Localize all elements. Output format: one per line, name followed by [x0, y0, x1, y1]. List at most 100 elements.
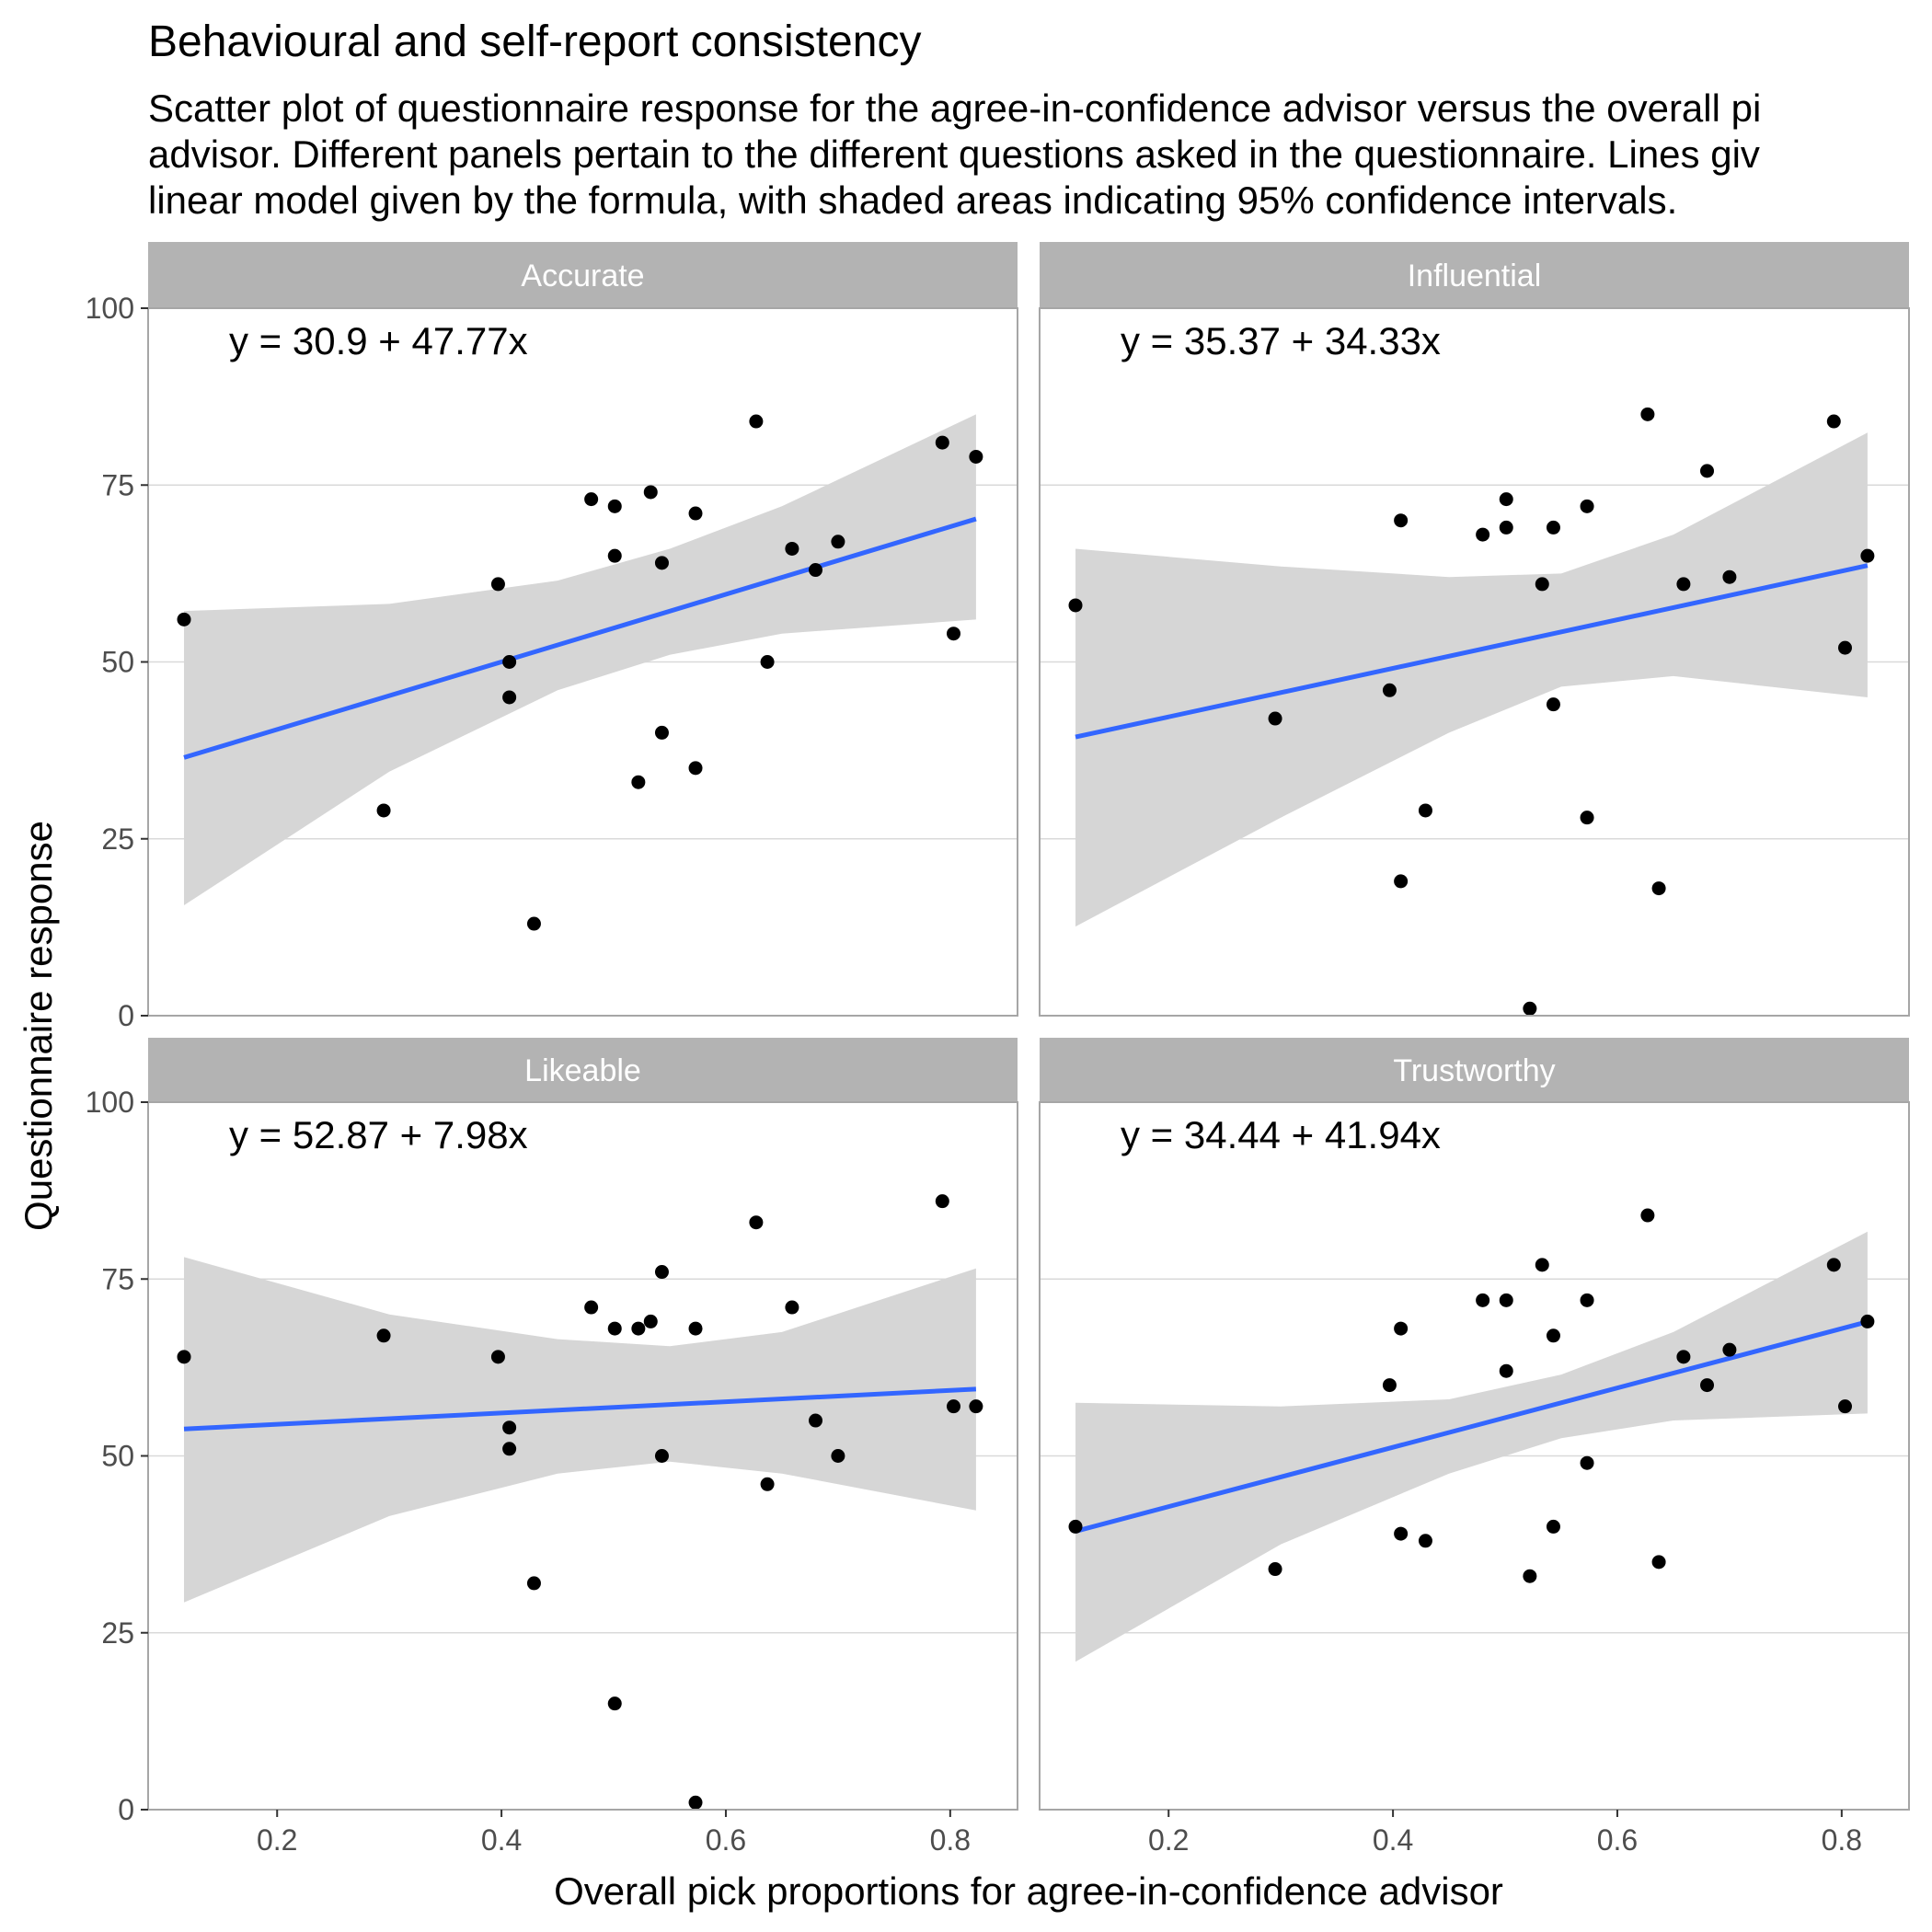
- facet-label: Trustworthy: [1393, 1053, 1555, 1088]
- data-point: [584, 492, 599, 507]
- y-tick-label: 25: [101, 822, 134, 856]
- x-tick-label: 0.2: [257, 1823, 297, 1857]
- data-point: [631, 775, 646, 789]
- data-point: [760, 1477, 775, 1491]
- data-point: [946, 627, 960, 641]
- data-point: [1722, 1342, 1737, 1357]
- data-point: [502, 1442, 517, 1456]
- data-point: [526, 916, 541, 931]
- equation-label: y = 30.9 + 47.77x: [229, 319, 528, 362]
- data-point: [1499, 1363, 1513, 1378]
- data-point: [643, 1314, 658, 1328]
- data-point: [1382, 683, 1397, 697]
- data-point: [1268, 711, 1282, 726]
- x-tick-label: 0.2: [1148, 1823, 1189, 1857]
- subtitle-line: Scatter plot of questionnaire response f…: [148, 86, 1762, 130]
- data-point: [1676, 577, 1691, 592]
- data-point: [526, 1576, 541, 1591]
- data-point: [177, 612, 191, 627]
- equation-label: y = 35.37 + 34.33x: [1121, 319, 1441, 362]
- equation-label: y = 52.87 + 7.98x: [229, 1113, 528, 1156]
- data-point: [1523, 1001, 1537, 1016]
- data-point: [607, 1696, 622, 1711]
- data-point: [376, 803, 391, 818]
- data-point: [1837, 640, 1852, 655]
- data-point: [831, 1449, 845, 1463]
- data-point: [1546, 1519, 1560, 1534]
- y-tick-label: 25: [101, 1616, 134, 1650]
- data-point: [1640, 407, 1655, 421]
- data-point: [969, 1399, 983, 1414]
- data-point: [1700, 1378, 1715, 1393]
- data-point: [631, 1321, 646, 1336]
- panel-border: [1039, 1101, 1910, 1811]
- data-point: [1580, 499, 1594, 513]
- confidence-band: [1075, 1231, 1868, 1662]
- data-point: [1826, 1258, 1841, 1272]
- data-point: [502, 1420, 517, 1435]
- data-point: [1676, 1350, 1691, 1364]
- data-point: [1068, 1519, 1083, 1534]
- data-point: [1535, 1258, 1549, 1272]
- x-tick-label: 0.8: [1822, 1823, 1862, 1857]
- data-point: [1523, 1569, 1537, 1583]
- data-point: [760, 655, 775, 669]
- data-point: [1640, 1208, 1655, 1223]
- data-point: [749, 414, 764, 429]
- data-point: [785, 541, 799, 556]
- y-tick-label: 0: [118, 1793, 134, 1826]
- data-point: [749, 1215, 764, 1230]
- data-point: [935, 1194, 949, 1209]
- facet-strip: [1040, 1038, 1909, 1102]
- x-tick-label: 0.6: [1597, 1823, 1638, 1857]
- data-point: [688, 761, 703, 776]
- data-point: [946, 1399, 960, 1414]
- data-point: [1394, 874, 1409, 889]
- data-point: [935, 435, 949, 450]
- data-point: [1535, 577, 1549, 592]
- y-tick-label: 75: [101, 468, 134, 501]
- data-point: [1394, 1321, 1409, 1336]
- regression-line: [183, 516, 977, 760]
- data-point: [584, 1300, 599, 1315]
- data-point: [1418, 803, 1432, 818]
- facet-strip: [148, 242, 1018, 308]
- data-point: [654, 556, 669, 570]
- x-tick-label: 0.4: [1373, 1823, 1413, 1857]
- data-point: [1268, 1562, 1282, 1577]
- confidence-band: [184, 414, 976, 905]
- data-point: [490, 1350, 505, 1364]
- regression-line: [1075, 563, 1869, 740]
- data-point: [654, 1449, 669, 1463]
- data-point: [1418, 1534, 1432, 1548]
- data-point: [688, 1795, 703, 1810]
- data-point: [831, 535, 845, 549]
- data-point: [607, 1321, 622, 1336]
- data-point: [376, 1328, 391, 1343]
- facet-label: Influential: [1408, 259, 1542, 293]
- data-point: [1394, 1526, 1409, 1541]
- data-point: [1860, 1314, 1875, 1328]
- data-point: [654, 725, 669, 740]
- regression-line: [183, 1386, 977, 1432]
- facet-label: Likeable: [524, 1053, 641, 1088]
- data-point: [490, 577, 505, 592]
- data-point: [502, 690, 517, 705]
- y-tick-label: 50: [101, 646, 134, 679]
- x-tick-label: 0.6: [706, 1823, 746, 1857]
- data-point: [1722, 569, 1737, 584]
- data-point: [1580, 811, 1594, 825]
- facet-label: Accurate: [521, 259, 644, 293]
- data-point: [1700, 464, 1715, 478]
- data-point: [809, 563, 823, 578]
- data-point: [607, 499, 622, 513]
- y-tick-label: 75: [101, 1262, 134, 1295]
- data-point: [969, 449, 983, 464]
- y-tick-label: 100: [86, 292, 134, 325]
- data-point: [1837, 1399, 1852, 1414]
- data-point: [1476, 527, 1490, 542]
- equation-label: y = 34.44 + 41.94x: [1121, 1113, 1441, 1156]
- chart-subtitle: Scatter plot of questionnaire response f…: [148, 86, 1932, 224]
- x-tick-label: 0.8: [930, 1823, 971, 1857]
